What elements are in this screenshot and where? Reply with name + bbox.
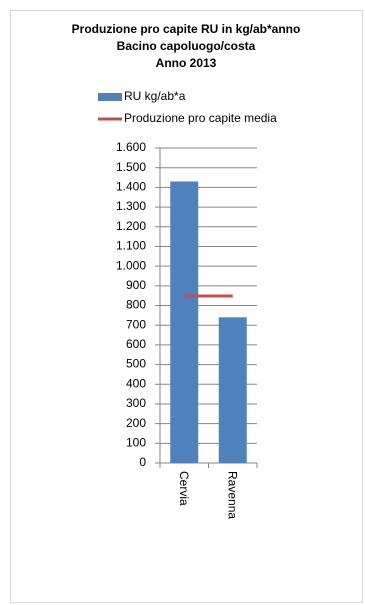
y-tick-label: 900	[126, 278, 146, 292]
y-tick-label: 0	[139, 455, 146, 469]
y-tick-label: 1.400	[116, 180, 146, 194]
y-tick-label: 1.300	[116, 199, 146, 213]
y-tick-label: 100	[126, 435, 146, 449]
y-tick-label: 600	[126, 337, 146, 351]
y-tick-label: 1.500	[116, 160, 146, 174]
bar	[170, 181, 199, 463]
y-tick-label: 200	[126, 416, 146, 430]
x-tick-label: Ravenna	[226, 471, 240, 519]
y-tick-label: 1.000	[116, 258, 146, 272]
chart-title: Anno 2013	[156, 56, 217, 70]
y-tick-label: 1.600	[116, 140, 146, 154]
y-tick-label: 800	[126, 298, 146, 312]
bar	[218, 317, 247, 463]
y-tick-label: 300	[126, 396, 146, 410]
legend-label: Produzione pro capite media	[124, 111, 277, 125]
y-tick-label: 1.200	[116, 219, 146, 233]
x-tick-label: Cervia	[177, 471, 191, 506]
y-tick-label: 1.100	[116, 239, 146, 253]
y-tick-label: 400	[126, 376, 146, 390]
y-tick-label: 700	[126, 317, 146, 331]
legend-label: RU kg/ab*a	[124, 89, 186, 103]
chart-title: Bacino capoluogo/costa	[117, 39, 256, 53]
y-tick-label: 500	[126, 357, 146, 371]
legend-swatch	[98, 93, 122, 101]
chart-title: Produzione pro capite RU in kg/ab*anno	[72, 22, 301, 36]
